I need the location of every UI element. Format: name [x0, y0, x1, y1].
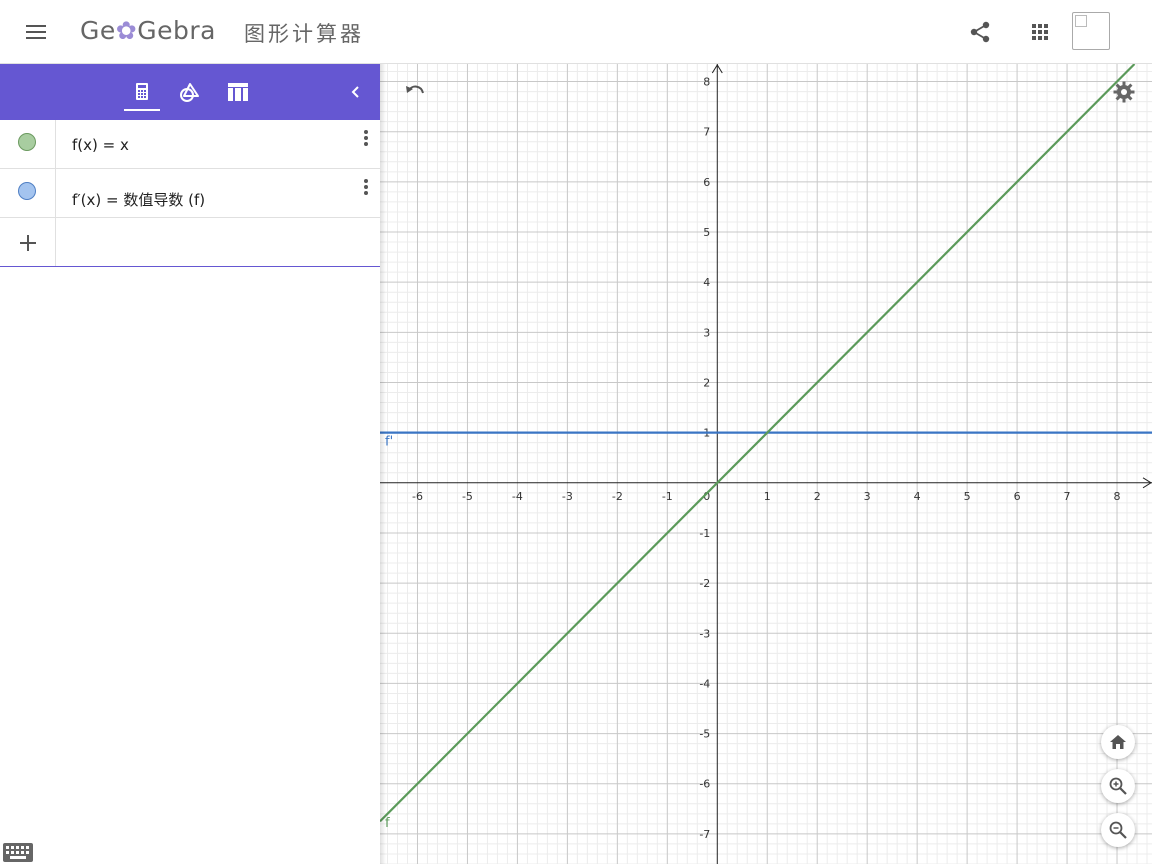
input-row[interactable]: [0, 218, 380, 267]
logo-prefix: Ge: [80, 16, 116, 45]
x-tick-label: 2: [814, 490, 821, 503]
expression-f[interactable]: f(x) = x: [72, 136, 129, 154]
tools-icon[interactable]: [174, 76, 206, 108]
more-vert-icon[interactable]: [356, 175, 376, 199]
y-tick-label: -1: [699, 527, 710, 540]
function-line: [380, 64, 1136, 823]
visibility-toggle[interactable]: [18, 133, 36, 151]
algebra-row[interactable]: f(x) = x: [0, 120, 380, 169]
derivative-label: f': [385, 435, 393, 450]
zoom-in-icon[interactable]: [1101, 769, 1135, 803]
x-tick-label: 5: [964, 490, 971, 503]
app-header: Ge✿Gebra 图形计算器: [0, 0, 1152, 64]
more-vert-icon[interactable]: [356, 126, 376, 150]
y-tick-label: -6: [699, 778, 710, 791]
marble-column: [0, 120, 56, 168]
app-title: 图形计算器: [244, 22, 364, 46]
menu-icon[interactable]: [22, 18, 50, 46]
x-tick-label: 1: [764, 490, 771, 503]
settings-icon[interactable]: [1112, 80, 1136, 104]
coordinate-plane[interactable]: -6-5-4-3-2-101234567887654321-1-2-3-4-5-…: [380, 64, 1152, 864]
logo-flower-icon: ✿: [115, 16, 138, 45]
panel-divider[interactable]: [380, 64, 386, 864]
y-tick-label: 7: [703, 126, 710, 139]
share-icon[interactable]: [966, 18, 994, 46]
y-tick-label: 2: [703, 376, 710, 389]
graphics-view[interactable]: -6-5-4-3-2-101234567887654321-1-2-3-4-5-…: [380, 64, 1152, 864]
x-tick-label: 6: [1014, 490, 1021, 503]
y-tick-label: 4: [703, 276, 710, 289]
x-tick-label: 7: [1064, 490, 1071, 503]
x-tick-label: 0: [703, 490, 710, 503]
y-tick-label: -4: [699, 677, 710, 690]
table-icon[interactable]: [222, 76, 254, 108]
x-axis-arrow: [1142, 477, 1152, 489]
function-label: f: [385, 816, 390, 831]
y-tick-label: -2: [699, 577, 710, 590]
undo-icon[interactable]: [404, 80, 428, 104]
algebra-view: f(x) = x f′(x) = 数值导数 (f): [0, 64, 380, 864]
y-tick-label: 8: [703, 76, 710, 89]
y-axis-arrow: [711, 64, 723, 74]
y-tick-label: -5: [699, 728, 710, 741]
calculator-icon[interactable]: [126, 76, 158, 108]
plus-icon[interactable]: [17, 232, 39, 254]
expression-derivative[interactable]: f′(x) = 数值导数 (f): [72, 191, 206, 209]
home-icon[interactable]: [1101, 725, 1135, 759]
geogebra-logo[interactable]: Ge✿Gebra: [80, 16, 216, 45]
logo-suffix: Gebra: [137, 16, 216, 45]
profile-button[interactable]: [1072, 12, 1110, 50]
profile-image: [1075, 15, 1087, 27]
x-tick-label: -1: [662, 490, 673, 503]
visibility-toggle[interactable]: [18, 182, 36, 200]
x-tick-label: -3: [562, 490, 573, 503]
marble-column: [0, 169, 56, 217]
y-tick-label: 3: [703, 326, 710, 339]
zoom-out-icon[interactable]: [1101, 813, 1135, 847]
algebra-toolbar: [0, 64, 380, 120]
x-tick-label: -4: [512, 490, 523, 503]
y-tick-label: 5: [703, 226, 710, 239]
x-tick-label: -5: [462, 490, 473, 503]
marble-column: [0, 218, 56, 266]
y-tick-label: -3: [699, 627, 710, 640]
active-tab-indicator: [124, 109, 160, 111]
y-tick-label: 6: [703, 176, 710, 189]
x-tick-label: 3: [864, 490, 871, 503]
x-tick-label: -2: [612, 490, 623, 503]
keyboard-icon[interactable]: [3, 843, 33, 862]
x-tick-label: 4: [914, 490, 921, 503]
y-tick-label: -7: [699, 828, 710, 841]
chevron-left-icon[interactable]: [344, 80, 368, 104]
x-tick-label: -6: [412, 490, 423, 503]
algebra-row[interactable]: f′(x) = 数值导数 (f): [0, 169, 380, 218]
apps-grid-icon[interactable]: [1026, 18, 1054, 46]
x-tick-label: 8: [1114, 490, 1121, 503]
